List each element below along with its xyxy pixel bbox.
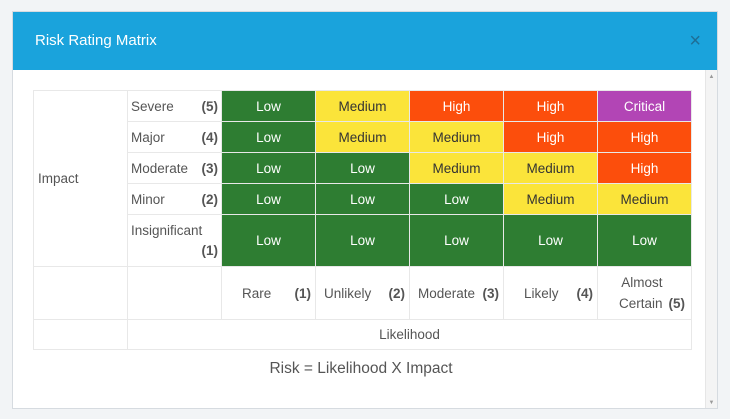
- likelihood-label-moderate: Moderate (3): [409, 266, 504, 320]
- matrix-cell: Medium: [503, 152, 598, 184]
- matrix-cell: Medium: [409, 152, 504, 184]
- matrix-cell: Low: [503, 214, 598, 267]
- impact-label-minor: Minor (2): [127, 183, 222, 215]
- scroll-up-icon[interactable]: ▲: [708, 74, 715, 80]
- impact-label-severe: Severe (5): [127, 90, 222, 122]
- matrix-cell: High: [597, 152, 692, 184]
- matrix-cell: Low: [315, 183, 410, 215]
- empty-corner-cell: [33, 266, 128, 320]
- matrix-cell: High: [503, 121, 598, 153]
- dialog-header: Risk Rating Matrix ×: [13, 12, 717, 70]
- scroll-down-icon[interactable]: ▼: [708, 400, 715, 406]
- close-icon[interactable]: ×: [689, 30, 701, 52]
- likelihood-label-unlikely: Unlikely (2): [315, 266, 410, 320]
- likelihood-axis-title: Likelihood: [127, 319, 692, 350]
- likelihood-label-almost-certain: Almost Certain (5): [597, 266, 692, 320]
- matrix-cell: Low: [221, 183, 316, 215]
- likelihood-label-likely: Likely (4): [503, 266, 598, 320]
- matrix-cell: High: [409, 90, 504, 122]
- risk-matrix-table: Impact Severe (5) Low Medium High High Cr…: [33, 90, 692, 350]
- matrix-cell: Medium: [503, 183, 598, 215]
- matrix-cell: Critical: [597, 90, 692, 122]
- impact-label-major: Major (4): [127, 121, 222, 153]
- risk-matrix-dialog: Risk Rating Matrix × Impact Severe (5) Lo…: [12, 11, 718, 409]
- likelihood-label-rare: Rare (1): [221, 266, 316, 320]
- matrix-cell: Low: [221, 121, 316, 153]
- dialog-title: Risk Rating Matrix: [35, 32, 157, 49]
- matrix-cell: Low: [221, 152, 316, 184]
- matrix-cell: Low: [597, 214, 692, 267]
- impact-axis-title: Impact: [33, 90, 128, 267]
- risk-formula: Risk = Likelihood X Impact: [269, 360, 453, 377]
- matrix-cell: High: [503, 90, 598, 122]
- matrix-cell: Low: [409, 214, 504, 267]
- empty-corner-cell: [127, 266, 222, 320]
- matrix-cell: Low: [409, 183, 504, 215]
- impact-label-moderate: Moderate (3): [127, 152, 222, 184]
- matrix-cell: Medium: [315, 121, 410, 153]
- matrix-cell: Low: [315, 152, 410, 184]
- matrix-cell: Medium: [409, 121, 504, 153]
- matrix-cell: Low: [221, 90, 316, 122]
- matrix-cell: Low: [221, 214, 316, 267]
- matrix-cell: Low: [315, 214, 410, 267]
- dialog-body: Impact Severe (5) Low Medium High High Cr…: [13, 70, 717, 408]
- impact-label-insignificant: Insignificant (1): [127, 214, 222, 267]
- matrix-cell: Medium: [315, 90, 410, 122]
- vertical-scrollbar[interactable]: ▲ ▼: [705, 70, 717, 408]
- empty-corner-cell: [33, 319, 128, 350]
- matrix-cell: High: [597, 121, 692, 153]
- matrix-cell: Medium: [597, 183, 692, 215]
